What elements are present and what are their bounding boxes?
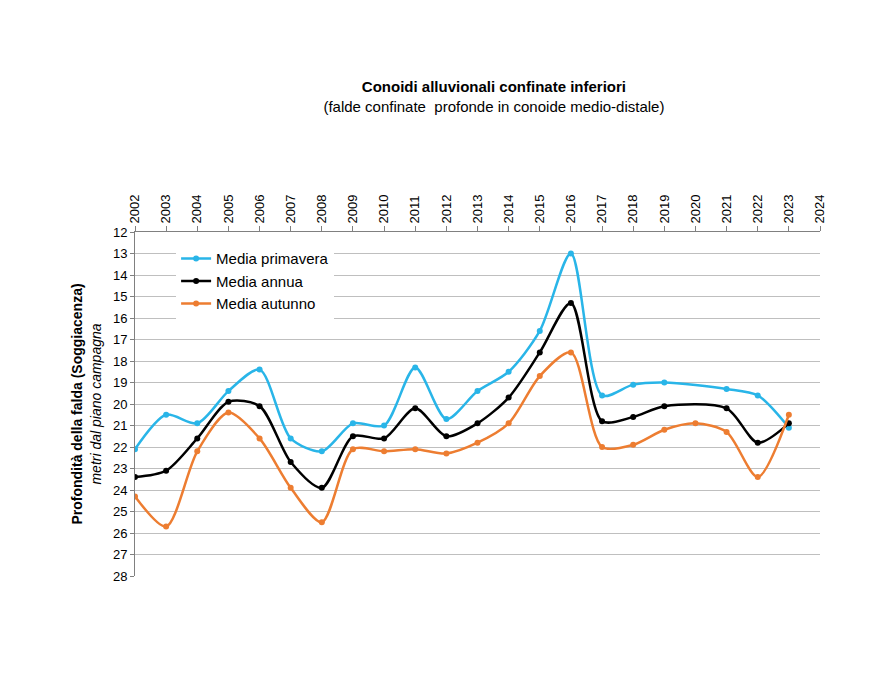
svg-text:Conoidi alluvionali confinate: Conoidi alluvionali confinate inferiori(… (323, 78, 664, 115)
svg-text:27: 27 (113, 547, 127, 562)
svg-text:2015: 2015 (532, 194, 547, 223)
svg-text:2021: 2021 (719, 194, 734, 223)
svg-text:2011: 2011 (407, 195, 422, 223)
svg-text:2012: 2012 (439, 194, 454, 223)
svg-text:2008: 2008 (314, 194, 329, 223)
svg-text:18: 18 (113, 354, 127, 369)
svg-text:19: 19 (113, 375, 127, 390)
svg-text:Profondità della falda (Soggia: Profondità della falda (Soggiacenza)metr… (69, 283, 103, 524)
svg-text:2013: 2013 (470, 194, 485, 223)
svg-text:15: 15 (113, 289, 127, 304)
svg-text:2006: 2006 (252, 194, 267, 223)
svg-text:12: 12 (113, 225, 127, 240)
svg-text:2003: 2003 (158, 194, 173, 223)
svg-text:2010: 2010 (376, 194, 391, 223)
svg-text:28: 28 (113, 569, 127, 584)
svg-text:26: 26 (113, 526, 127, 541)
svg-text:25: 25 (113, 504, 127, 519)
svg-text:2009: 2009 (345, 194, 360, 223)
svg-text:Media autunno: Media autunno (216, 295, 315, 312)
svg-text:14: 14 (113, 268, 127, 283)
svg-text:2002: 2002 (127, 194, 142, 223)
svg-text:2014: 2014 (501, 194, 516, 223)
svg-text:23: 23 (113, 461, 127, 476)
svg-text:16: 16 (113, 311, 127, 326)
svg-text:2007: 2007 (283, 194, 298, 223)
svg-text:2005: 2005 (221, 194, 236, 223)
svg-text:Media primavera: Media primavera (216, 250, 328, 267)
svg-text:2020: 2020 (688, 194, 703, 223)
svg-text:2023: 2023 (781, 194, 796, 223)
svg-text:2022: 2022 (750, 194, 765, 223)
svg-text:2024: 2024 (812, 194, 827, 223)
svg-text:17: 17 (113, 332, 127, 347)
svg-text:2018: 2018 (625, 194, 640, 223)
svg-text:20: 20 (113, 397, 127, 412)
svg-text:2016: 2016 (563, 194, 578, 223)
svg-text:24: 24 (113, 483, 127, 498)
svg-text:2017: 2017 (594, 194, 609, 223)
svg-text:2019: 2019 (657, 194, 672, 223)
svg-text:22: 22 (113, 440, 127, 455)
svg-text:Media annua: Media annua (216, 273, 303, 290)
svg-text:2004: 2004 (189, 194, 204, 223)
svg-text:13: 13 (113, 246, 127, 261)
svg-text:21: 21 (113, 418, 127, 433)
